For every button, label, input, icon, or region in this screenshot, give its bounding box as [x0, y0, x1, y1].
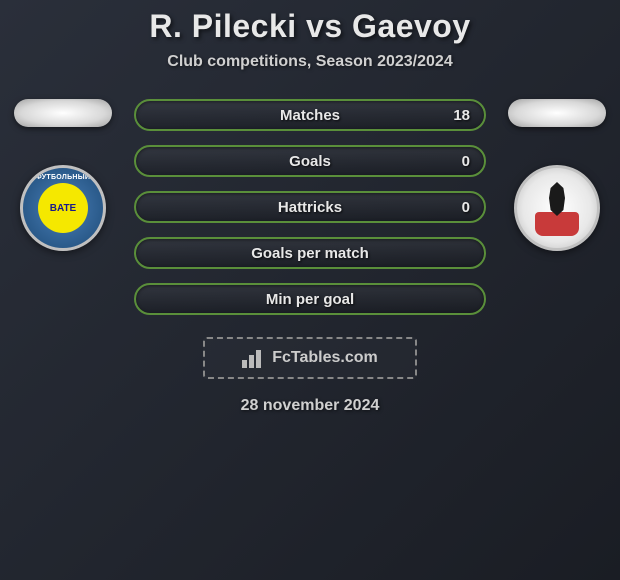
- stat-bar-hattricks: Hattricks 0: [134, 191, 486, 223]
- page-title: R. Pilecki vs Gaevoy: [0, 8, 620, 45]
- watermark[interactable]: FcTables.com: [203, 337, 417, 379]
- stat-label: Goals per match: [251, 245, 369, 262]
- stat-bar-goals: Goals 0: [134, 145, 486, 177]
- stat-bar-goals-per-match: Goals per match: [134, 237, 486, 269]
- left-player-column: ФУТБОЛЬНЫЙ BATE: [8, 99, 118, 251]
- page-subtitle: Club competitions, Season 2023/2024: [0, 53, 620, 71]
- footer-date: 28 november 2024: [0, 397, 620, 415]
- bar-chart-icon: [242, 348, 266, 368]
- stat-label: Min per goal: [266, 291, 354, 308]
- watermark-text: FcTables.com: [272, 349, 378, 367]
- stat-right-value: 18: [453, 107, 470, 124]
- stat-right-value: 0: [462, 199, 470, 216]
- stat-bar-matches: Matches 18: [134, 99, 486, 131]
- left-player-avatar: [14, 99, 112, 127]
- stat-bar-min-per-goal: Min per goal: [134, 283, 486, 315]
- stat-label: Goals: [289, 153, 331, 170]
- right-club-badge: [514, 165, 600, 251]
- left-club-badge: ФУТБОЛЬНЫЙ BATE: [20, 165, 106, 251]
- stat-label: Hattricks: [278, 199, 342, 216]
- stat-right-value: 0: [462, 153, 470, 170]
- left-badge-initials: BATE: [38, 183, 88, 233]
- right-badge-bear-icon: [541, 182, 573, 222]
- main-row: ФУТБОЛЬНЫЙ BATE Matches 18 Goals 0 Hattr…: [0, 99, 620, 329]
- left-badge-top-text: ФУТБОЛЬНЫЙ: [36, 174, 91, 181]
- right-player-column: [502, 99, 612, 251]
- right-player-avatar: [508, 99, 606, 127]
- stat-label: Matches: [280, 107, 340, 124]
- stats-column: Matches 18 Goals 0 Hattricks 0 Goals per…: [118, 99, 502, 329]
- comparison-card: R. Pilecki vs Gaevoy Club competitions, …: [0, 0, 620, 415]
